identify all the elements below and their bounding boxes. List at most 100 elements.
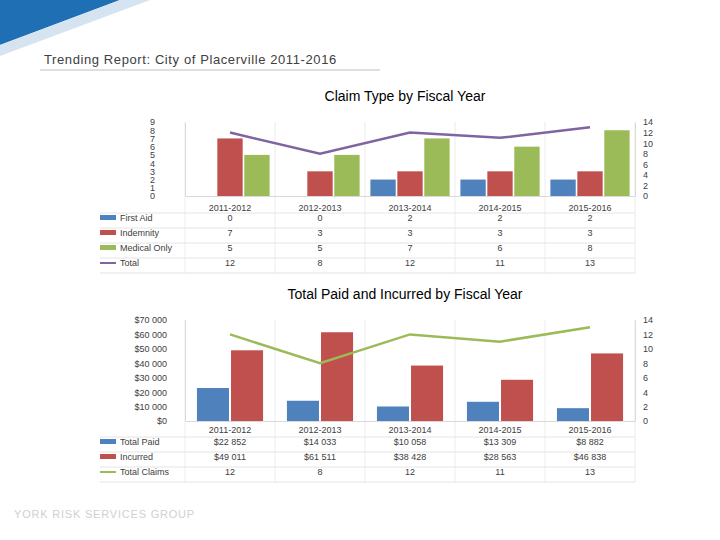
table-row: Total Paid$22 852$14 033$10 058$13 309$8… [100,437,604,447]
y-axis-line [185,123,186,197]
table-row: Medical Only55768 [100,243,593,253]
y-axis: $0$10 000$20 000$30 000$40 000$50 000$60… [134,315,185,426]
y2-tick-label: 12 [643,128,653,138]
table-value: 12 [225,467,235,477]
table-value: 11 [495,467,504,477]
y-tick-label: $30 000 [134,373,167,383]
y2-tick: 8 [635,149,648,159]
bar [460,180,485,196]
table-value: 7 [227,228,232,238]
y2-tick: 6 [635,160,648,170]
bar [397,171,422,196]
x-tick-label: 2014-2015 [478,203,521,213]
y-tick-label: $60 000 [134,330,167,340]
y-tick: 7 [150,134,185,144]
bar [550,180,575,196]
table-col-line [635,320,636,482]
x-tick-label: 2015-2016 [568,203,611,213]
x-tick: 2015-2016 [568,421,611,435]
table-value: 8 [317,467,322,477]
table-value: $8 882 [576,437,604,447]
bar [217,138,242,196]
y-tick-label: $40 000 [134,359,167,369]
y-tick: 6 [150,142,185,152]
bar [467,402,499,421]
table-value: $10 058 [394,437,427,447]
x-tick-label: 2011-2012 [209,425,251,435]
y-tick: $0 [157,416,185,426]
y2-tick-label: 6 [643,160,648,170]
legend-swatch [100,454,116,459]
bar [334,155,359,196]
legend-label: Total Claims [120,467,170,477]
table-value: 3 [497,228,502,238]
table-value: 3 [317,228,322,238]
table-col-line [275,320,276,482]
x-tick-label: 2013-2014 [388,425,431,435]
x-tick-label: 2013-2014 [388,203,431,213]
y2-tick-label: 14 [643,315,653,325]
legend-swatch [100,230,116,235]
y2-tick: 12 [635,330,653,340]
line [230,127,590,153]
y-tick-label: $10 000 [134,402,167,412]
y2-tick-label: 0 [643,191,648,201]
table-value: 2 [587,213,592,223]
x-axis: 2011-20122012-20132013-20142014-20152015… [186,421,636,435]
bar [287,401,319,421]
table-value: $49 011 [214,452,246,462]
legend-swatch [100,215,116,220]
legend-label: Medical Only [120,243,173,253]
y2-axis: 02468101214 [635,117,653,201]
table-value: 3 [407,228,412,238]
table-value: 11 [495,258,504,268]
table-value: 6 [497,243,502,253]
table-row-line [100,437,635,438]
y-tick: $30 000 [134,373,185,383]
y2-tick: 0 [635,416,648,426]
table-row-line [100,273,635,274]
bar [244,155,269,196]
table-value: 3 [587,228,592,238]
x-tick-label: 2015-2016 [568,425,611,435]
table-value: $22 852 [214,437,247,447]
data-table: Total Paid$22 852$14 033$10 058$13 309$8… [100,437,606,477]
plot-marks [197,327,623,421]
bar [514,147,539,196]
y-tick: $50 000 [134,344,185,354]
x-axis-line [186,421,636,422]
y-tick-label: $70 000 [134,315,167,325]
table-value: $28 563 [484,452,517,462]
x-tick: 2015-2016 [568,196,611,213]
y2-tick: 8 [635,359,648,369]
table-value: 8 [587,243,592,253]
y-tick: 5 [150,150,185,160]
table-value: 7 [407,243,412,253]
x-tick-label: 2011-2012 [209,203,251,213]
table-row-line [100,213,635,214]
y2-tick-label: 4 [643,388,648,398]
y-tick: 0 [150,191,185,201]
legend-label: First Aid [120,213,153,223]
x-tick: 2013-2014 [388,196,431,213]
y2-tick: 2 [635,181,648,191]
table-value: 2 [407,213,412,223]
table-value: 12 [405,258,415,268]
y2-tick-label: 10 [643,139,653,149]
table-value: 12 [225,258,235,268]
chart-title: Claim Type by Fiscal Year [325,88,486,104]
bar [424,138,449,196]
y-tick-label: $50 000 [134,344,167,354]
y2-axis-line [635,321,636,422]
legend-label: Total Paid [120,437,160,447]
table-value: $61 511 [304,452,336,462]
x-tick-label: 2014-2015 [478,425,521,435]
y-tick: $10 000 [134,402,185,412]
y2-tick: 4 [635,170,648,180]
x-tick: 2011-2012 [209,196,251,213]
y2-tick: 14 [635,117,653,127]
y2-axis-line [635,123,636,197]
table-value: 8 [317,258,322,268]
x-tick: 2012-2013 [298,196,341,213]
y2-tick-label: 2 [643,402,648,412]
